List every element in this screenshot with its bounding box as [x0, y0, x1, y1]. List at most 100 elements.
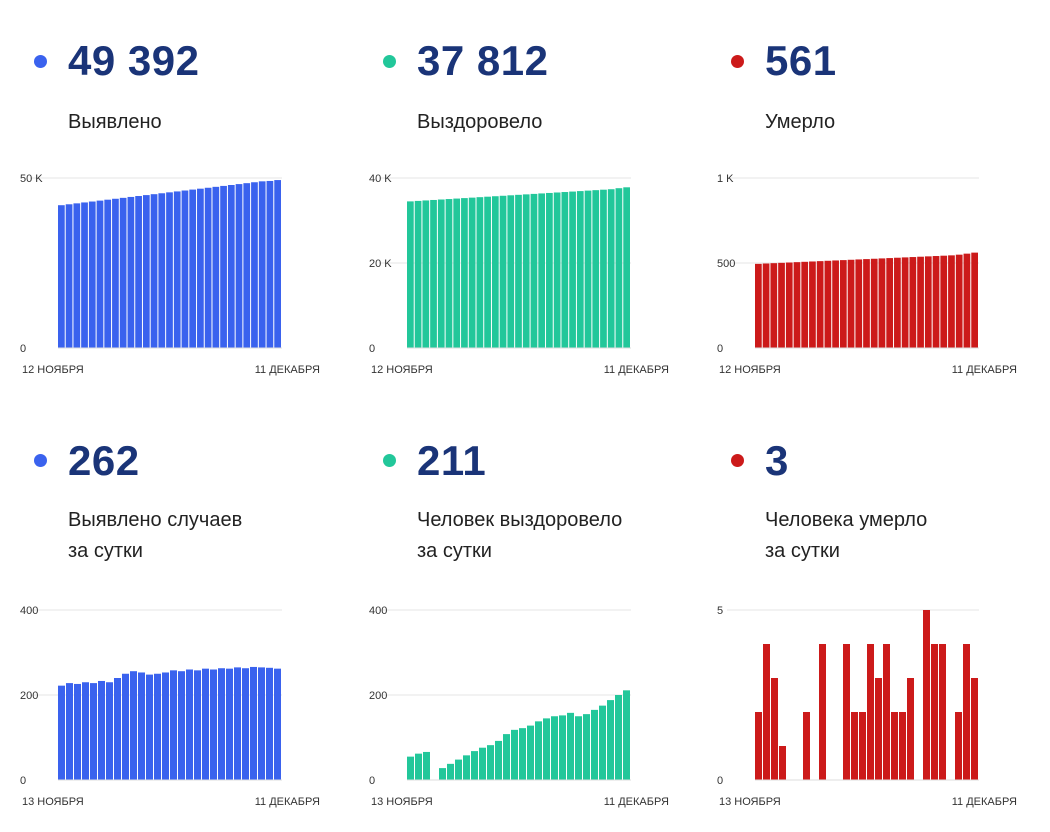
bar — [527, 725, 534, 780]
bar — [407, 756, 414, 781]
bar — [851, 712, 858, 780]
bar — [793, 262, 801, 348]
bar — [453, 198, 461, 348]
bar — [584, 190, 592, 348]
bar — [98, 680, 105, 780]
bar — [88, 201, 96, 348]
bar — [567, 712, 574, 780]
stat-value: 262 — [68, 437, 140, 484]
x-tick-label-end: 11 ДЕКАБРЯ — [952, 364, 1017, 376]
bar — [755, 263, 762, 348]
bar — [863, 259, 870, 348]
bar — [901, 257, 909, 348]
bar — [202, 668, 209, 780]
teal-dot-icon — [383, 454, 396, 467]
red-dot-icon — [731, 55, 744, 68]
bar — [150, 194, 158, 348]
x-tick-label-end: 11 ДЕКАБРЯ — [255, 364, 320, 376]
bar — [870, 258, 878, 348]
bar — [779, 746, 786, 780]
bar — [170, 670, 177, 780]
bar — [204, 187, 212, 348]
bar — [122, 673, 129, 780]
bar — [932, 256, 940, 348]
bar — [90, 683, 97, 780]
bar — [963, 644, 970, 780]
bar — [58, 685, 65, 780]
bar — [258, 667, 265, 781]
bar — [461, 198, 468, 348]
stat-label-line1: Человека умерло — [765, 509, 928, 531]
y-tick-label: 0 — [20, 775, 26, 787]
bar — [106, 682, 113, 780]
y-tick-label: 200 — [20, 690, 38, 702]
panel-recovered: 37 812 Выздоровело 0 20 K 40 K 12 НОЯБРЯ 11 … — [349, 0, 694, 400]
bar — [816, 261, 824, 348]
bar — [178, 671, 185, 780]
red-dot-icon — [731, 454, 744, 467]
stat-label: Умерло — [765, 111, 836, 133]
bar — [154, 673, 161, 780]
bar — [538, 193, 546, 348]
bar — [503, 734, 510, 780]
bar — [414, 200, 422, 348]
bar — [600, 189, 607, 348]
bar — [65, 204, 73, 348]
bar — [422, 200, 430, 348]
bar — [194, 670, 201, 780]
bar — [607, 700, 614, 780]
bar — [242, 668, 249, 780]
blue-dot-icon — [34, 55, 47, 68]
bar — [130, 671, 137, 780]
bar — [615, 695, 622, 780]
x-tick-label-start: 12 НОЯБРЯ — [719, 364, 781, 376]
panel-daily-cases: 262 Выявлено случаев за сутки 0 200 400 13 … — [0, 432, 345, 832]
x-tick-label-start: 13 НОЯБРЯ — [719, 796, 781, 808]
panel-daily-recovered: 211 Человек выздоровело за сутки 0 200 400… — [349, 432, 694, 832]
bar — [583, 714, 590, 781]
bar — [82, 682, 89, 780]
bar — [855, 259, 863, 348]
bar — [561, 192, 569, 348]
bar — [114, 678, 121, 780]
stat-value: 211 — [417, 437, 487, 484]
bar — [886, 258, 894, 348]
bar — [507, 195, 515, 348]
bar — [839, 260, 847, 348]
bar — [778, 262, 785, 348]
stat-value: 561 — [765, 37, 837, 84]
y-tick-label: 200 — [369, 690, 387, 702]
panel-daily-deaths: 3 Человека умерло за сутки 0 5 13 НОЯБРЯ 11… — [697, 432, 1042, 832]
bar — [867, 644, 874, 780]
panel-deaths: 561 Умерло 0 500 1 K 12 НОЯБРЯ 11 ДЕКАБРЯ — [697, 0, 1042, 400]
bar — [924, 256, 932, 348]
bar — [623, 690, 630, 780]
x-tick-label-end: 11 ДЕКАБРЯ — [604, 364, 669, 376]
bar — [515, 194, 522, 348]
bar-chart: 0 500 1 K 12 НОЯБРЯ 11 ДЕКАБРЯ — [717, 173, 1017, 376]
y-tick-label: 0 — [20, 343, 26, 355]
bar — [931, 644, 938, 780]
bar-chart: 0 200 400 13 НОЯБРЯ 11 ДЕКАБРЯ — [369, 605, 669, 808]
bar — [948, 255, 955, 348]
bar — [266, 180, 274, 348]
bar — [166, 192, 173, 348]
bar — [197, 188, 204, 348]
y-tick-label: 5 — [717, 605, 723, 617]
bar — [468, 197, 476, 348]
bar — [439, 768, 446, 780]
bar — [762, 263, 770, 348]
bar — [227, 185, 235, 348]
bar — [407, 201, 414, 349]
bar — [803, 712, 810, 780]
bar — [940, 255, 948, 348]
stat-label: Выздоровело — [417, 111, 543, 133]
bar — [615, 188, 623, 348]
bar — [158, 193, 166, 348]
bar — [955, 254, 963, 348]
bar — [258, 181, 266, 348]
bar — [917, 256, 924, 348]
bar — [569, 191, 576, 348]
bar — [519, 728, 526, 780]
y-tick-label: 400 — [369, 605, 387, 617]
